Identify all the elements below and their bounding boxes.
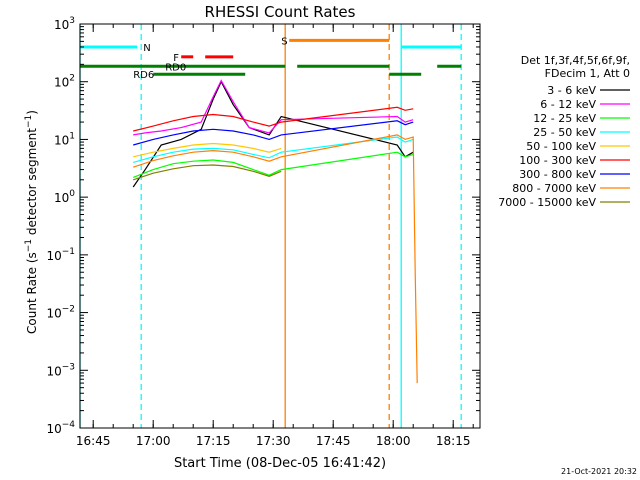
legend-label-3: 25 - 50 keV [533,126,596,139]
series-line-7 [133,134,418,384]
flag-label-rd6: RD6 [133,70,154,81]
legend-label-2: 12 - 25 keV [533,112,596,125]
flag-label-rd0: RD0 [165,62,186,73]
x-tick-label-6: 18:15 [436,434,471,448]
flag-label-f: F [173,53,179,64]
series-line-2 [132,151,414,178]
legend-label-4: 50 - 100 keV [526,140,596,153]
x-tick-label-5: 18:00 [376,434,411,448]
chart-title: RHESSI Count Rates [205,3,356,21]
series-line-3 [133,136,414,163]
legend-label-7: 800 - 7000 keV [512,182,596,195]
y-tick-label-3: 10−1 [46,247,75,263]
x-tick-label-4: 17:45 [316,434,351,448]
axes-frame [79,23,481,429]
legend-label-1: 6 - 12 keV [540,98,596,111]
y-tick-label-4: 100 [54,189,75,205]
y-tick-label-1: 10−3 [46,362,75,378]
series-line-5 [133,106,414,132]
footer-timestamp: 21-Oct-2021 20:32 [561,467,637,476]
x-tick-label-3: 17:30 [256,434,291,448]
y-tick-label-5: 101 [54,131,75,147]
axis-ticks: 10−4 10−3 10−2 10−1 100 101 102 103 16:45 17:00 17… [46,16,480,448]
legend-label-8: 7000 - 15000 keV [498,196,596,209]
x-tick-label-1: 17:00 [136,434,171,448]
legend-header-line-1: FDecim 1, Att 0 [545,67,630,80]
series-line-8 [133,164,282,181]
legend-label-0: 3 - 6 keV [547,84,596,97]
x-tick-label-0: 16:45 [76,434,111,448]
series-line-0 [132,80,414,188]
y-tick-label-0: 10−4 [46,420,75,436]
y-tick-label-6: 102 [54,74,75,90]
y-tick-label-7: 103 [54,16,75,32]
legend-label-6: 300 - 800 keV [519,168,596,181]
legend-label-5: 100 - 300 keV [519,154,596,167]
x-tick-label-2: 17:15 [196,434,231,448]
plot-area: N F S RD0 RD6 [79,23,481,429]
series-line-4 [133,142,282,158]
series-line-6 [133,120,414,146]
series-line-1 [133,79,414,136]
y-axis-label: Count Rate (s−1 detector segment−1) [24,110,39,334]
legend-header-line-0: Det 1f,3f,4f,5f,6f,9f, [521,54,630,67]
x-axis-label: Start Time (08-Dec-05 16:41:42) [174,456,386,471]
y-tick-label-2: 10−2 [46,305,75,321]
chart-legend: Det 1f,3f,4f,5f,6f,9f,FDecim 1, Att 0 3 -… [498,54,630,209]
flag-label-s: S [281,36,287,47]
flag-label-n: N [143,43,150,54]
